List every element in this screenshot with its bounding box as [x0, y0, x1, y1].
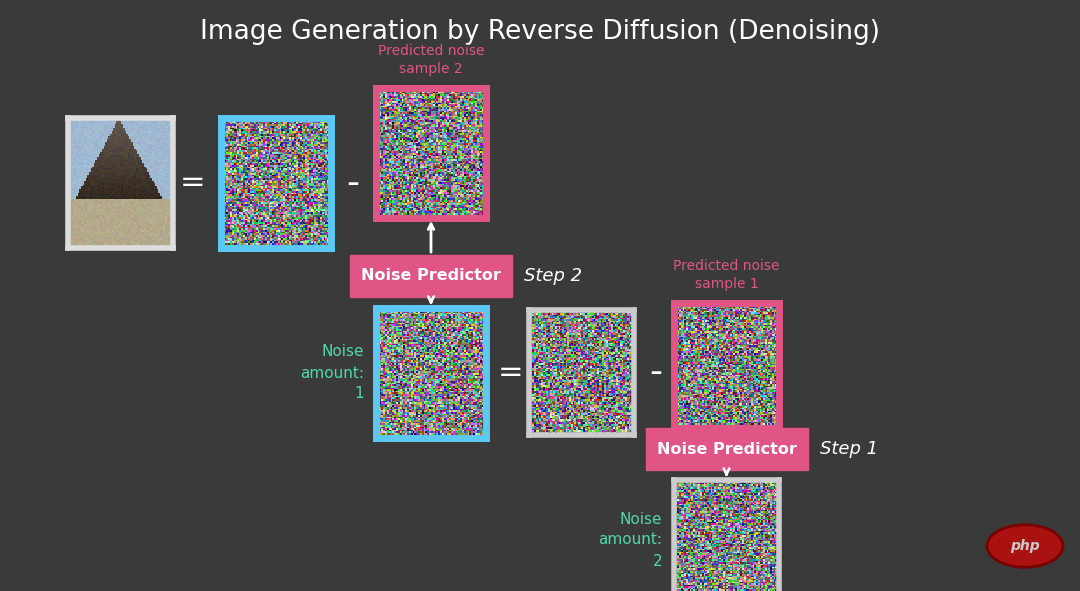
Text: =: = — [180, 168, 206, 197]
FancyBboxPatch shape — [350, 255, 512, 297]
FancyBboxPatch shape — [646, 428, 808, 470]
Text: Noise Predictor: Noise Predictor — [361, 268, 501, 284]
Text: Step 2: Step 2 — [524, 267, 582, 285]
Text: Step 1: Step 1 — [820, 440, 878, 458]
Text: -: - — [347, 166, 360, 200]
Text: Image Generation by Reverse Diffusion (Denoising): Image Generation by Reverse Diffusion (D… — [200, 19, 880, 45]
Text: Noise
amount:
1: Noise amount: 1 — [300, 345, 364, 401]
Text: =: = — [498, 359, 524, 388]
Text: Predicted noise
sample 2: Predicted noise sample 2 — [378, 44, 484, 76]
Text: Noise
amount:
2: Noise amount: 2 — [598, 511, 662, 569]
Text: Predicted noise
sample 1: Predicted noise sample 1 — [673, 259, 780, 291]
Text: -: - — [649, 356, 662, 389]
Text: Noise Predictor: Noise Predictor — [657, 441, 796, 456]
